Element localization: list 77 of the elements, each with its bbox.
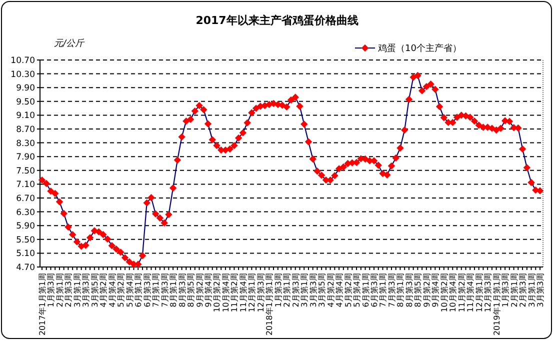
- x-tick-label: 10月第2周: [440, 273, 449, 312]
- x-tick-label: 1月第3周: [501, 273, 510, 308]
- x-tick-label: 2018年1月第1周: [265, 273, 274, 336]
- x-tick-label: 12月第3周: [256, 273, 266, 312]
- x-tick-label: 5月第4周: [352, 273, 362, 308]
- x-tick-label: 8月第3周: [404, 273, 414, 308]
- y-tick-label: 9.10: [16, 111, 35, 122]
- y-tick-label: 8.30: [16, 138, 35, 149]
- x-tick-label: 2017年1月第1周: [38, 273, 47, 336]
- x-tick-label: 1月第3周: [274, 273, 283, 308]
- y-tick-label: 8.70: [16, 124, 35, 135]
- x-tick-label: 4月第4周: [108, 273, 117, 308]
- x-tick-label: 2月第1周: [510, 273, 519, 308]
- x-tick-label: 8月第3周: [178, 273, 187, 308]
- x-tick-label: 2月第1周: [282, 273, 292, 308]
- y-tick-label: 9.90: [16, 84, 35, 94]
- x-tick-label: 3月第1周: [300, 273, 310, 308]
- y-tick-label: 5.50: [16, 235, 35, 246]
- x-tick-label: 8月第1周: [396, 273, 406, 308]
- x-tick-label: 9月第4周: [204, 273, 213, 308]
- x-tick-label: 4月第2周: [326, 273, 336, 308]
- x-tick-label: 12月第3周: [484, 273, 493, 312]
- x-tick-label: 6月第1周: [361, 273, 370, 308]
- y-tick-label: 5.90: [16, 222, 35, 232]
- y-tick-label: 10.70: [10, 56, 35, 66]
- x-tick-label: 3月第3周: [536, 273, 545, 308]
- x-tick-label: 6月第3周: [142, 273, 152, 308]
- x-tick-label: 8月第5周: [186, 273, 196, 308]
- x-tick-label: 6月第3周: [370, 273, 379, 308]
- y-tick-label: 10.30: [10, 70, 35, 80]
- x-tick-label: 4月第2周: [99, 273, 108, 308]
- y-tick-label: 7.10: [16, 180, 35, 190]
- y-tick-label: 7.90: [16, 152, 35, 163]
- x-tick-label: 11月第2周: [230, 273, 240, 312]
- x-tick-label: 4月第4周: [335, 273, 344, 308]
- x-tick-label: 6月第1周: [134, 273, 144, 308]
- x-tick-label: 5月第4周: [125, 273, 134, 308]
- y-tick-label: 6.30: [16, 208, 35, 218]
- x-tick-label: 7月第3周: [160, 273, 170, 308]
- x-tick-label: 11月第4周: [466, 273, 476, 312]
- legend-label: 鸡蛋（10个主产省）: [377, 43, 462, 54]
- x-tick-label: 12月第1周: [248, 273, 257, 312]
- x-tick-label: 2019年1月第1周: [492, 273, 502, 336]
- x-tick-label: 5月第2周: [344, 273, 353, 308]
- x-tick-label: 10月第4周: [221, 273, 230, 312]
- y-tick-label: 6.70: [16, 194, 35, 204]
- x-tick-label: 3月第1周: [72, 273, 82, 308]
- x-tick-label: 10月第2周: [212, 273, 222, 312]
- x-tick-label: 8月第1周: [169, 273, 178, 308]
- x-tick-label: 3月第1周: [527, 273, 536, 308]
- x-tick-label: 9月第2周: [195, 273, 204, 308]
- x-tick-label: 8月第5周: [414, 273, 423, 308]
- x-tick-label: 3月第3周: [308, 273, 318, 308]
- x-tick-label: 7月第1周: [378, 273, 388, 308]
- x-tick-label: 3月第3周: [82, 273, 91, 308]
- y-tick-label: 9.50: [16, 97, 35, 108]
- x-tick-label: 10月第4周: [448, 273, 458, 312]
- x-tick-label: 2月第3周: [291, 273, 300, 308]
- x-tick-label: 3月第5周: [318, 273, 327, 308]
- x-tick-label: 2月第3周: [64, 273, 74, 308]
- y-tick-label: 5.10: [16, 249, 35, 260]
- y-tick-label: 7.50: [16, 166, 35, 176]
- x-tick-label: 3月第5周: [90, 273, 100, 308]
- x-tick-label: 7月第3周: [387, 273, 396, 308]
- x-tick-label: 11月第4周: [238, 273, 248, 312]
- x-tick-label: 5月第2周: [116, 273, 126, 308]
- x-tick-label: 1月第3周: [46, 273, 56, 308]
- x-tick-label: 9月第4周: [431, 273, 440, 308]
- x-tick-label: 12月第1周: [474, 273, 484, 312]
- x-tick-label: 7月第1周: [152, 273, 161, 308]
- y-axis-title: 元/公斤: [54, 38, 86, 49]
- x-tick-label: 11月第2周: [457, 273, 466, 312]
- chart-title: 2017年以来主产省鸡蛋价格曲线: [196, 14, 358, 27]
- x-tick-label: 2月第1周: [55, 273, 64, 308]
- x-tick-label: 2月第3周: [518, 273, 528, 308]
- x-tick-label: 9月第2周: [422, 273, 432, 308]
- y-tick-label: 4.70: [16, 262, 35, 273]
